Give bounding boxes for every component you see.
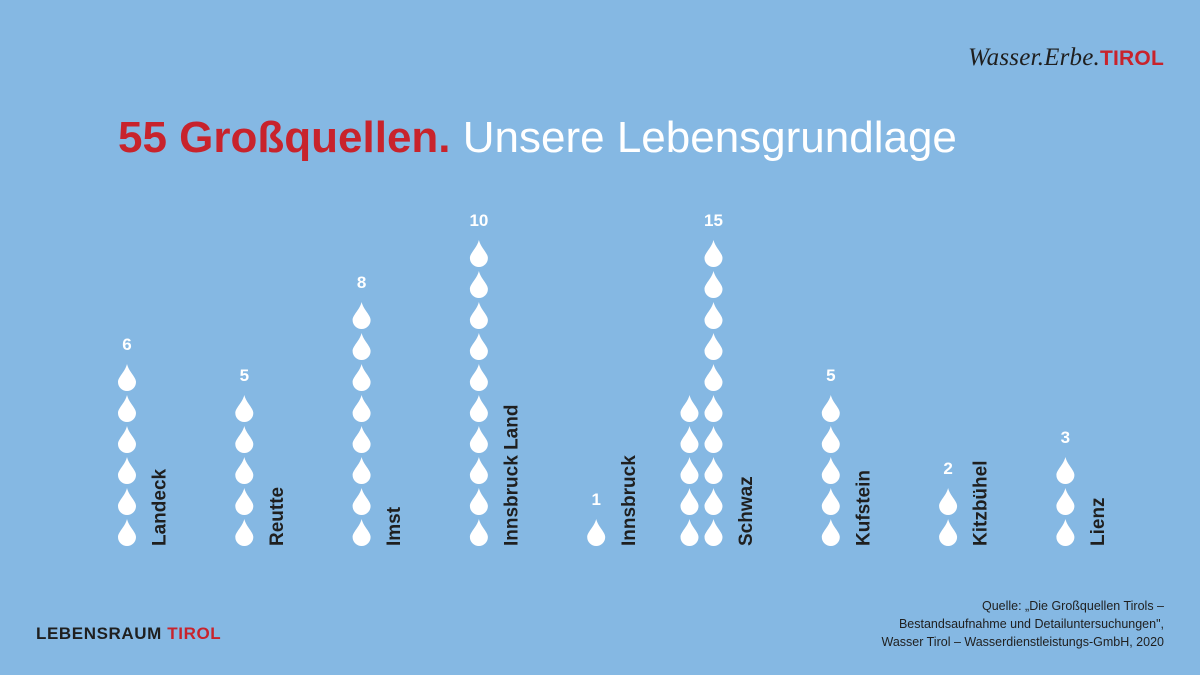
water-drop-icon: [821, 395, 840, 422]
water-drop-icon: [352, 302, 371, 329]
district-column: 15 Schwaz: [680, 211, 757, 546]
brand-highlight: TIROL: [1100, 47, 1164, 70]
category-label: Kufstein: [853, 470, 874, 546]
category-label: Imst: [384, 506, 405, 546]
category-label: Reutte: [267, 487, 288, 546]
water-drop-icon: [704, 395, 723, 422]
source-note: Quelle: „Die Großquellen Tirols – Bestan…: [881, 597, 1164, 651]
value-label: 2: [943, 459, 952, 478]
water-drop-icon: [352, 364, 371, 392]
water-drop-icon: [704, 488, 723, 515]
water-drop-icon: [680, 488, 699, 515]
footer-brand-highlight: TIROL: [167, 624, 222, 643]
water-drop-icon: [680, 395, 699, 422]
district-column: 10 Innsbruck Land: [469, 211, 523, 546]
footer-brand-prefix: LEBENSRAUM: [36, 624, 168, 643]
water-drop-icon: [235, 488, 254, 515]
water-drop-icon: [704, 302, 723, 329]
district-column: 3 Lienz: [1056, 428, 1109, 546]
category-label: Kitzbühel: [971, 461, 992, 547]
water-drop-icon: [821, 426, 840, 453]
water-drop-icon: [680, 519, 699, 546]
district-column: 6 Landeck: [118, 335, 171, 546]
title-highlight: 55 Großquellen.: [118, 113, 451, 162]
district-column: 1 Innsbruck: [587, 455, 640, 546]
water-drop-icon: [118, 364, 136, 391]
category-label: Innsbruck Land: [502, 405, 523, 546]
water-drop-icon: [680, 426, 699, 453]
brand-prefix: Wasser.Erbe.: [967, 44, 1100, 71]
water-drop-icon: [939, 488, 958, 515]
source-line-1: Quelle: „Die Großquellen Tirols –: [981, 599, 1164, 613]
district-column: 8 Imst: [352, 273, 405, 546]
brand-logo-bottom: LEBENSRAUM TIROL: [36, 624, 221, 644]
water-drop-icon: [352, 519, 371, 546]
water-drop-icon: [352, 426, 371, 453]
value-label: 5: [240, 366, 249, 385]
water-drop-icon: [235, 426, 254, 453]
water-drop-icon: [704, 364, 723, 392]
water-drop-icon: [469, 364, 488, 392]
title-rest: Unsere Lebensgrundlage: [462, 113, 957, 162]
value-label: 5: [826, 366, 835, 385]
source-line-3: Wasser Tirol – Wasserdienstleistungs-Gmb…: [881, 635, 1164, 649]
water-drop-icon: [704, 519, 723, 546]
water-drop-icon: [469, 395, 488, 422]
source-line-2: Bestandsaufnahme und Detailuntersuchunge…: [898, 617, 1164, 631]
value-label: 10: [469, 211, 488, 230]
water-drop-icon: [821, 519, 840, 546]
water-drop-icon: [352, 457, 371, 484]
category-label: Schwaz: [736, 476, 757, 546]
water-drop-icon: [821, 457, 840, 484]
water-drop-icon: [469, 271, 488, 298]
brand-logo-top: Wasser.Erbe.TIROL: [968, 44, 1164, 72]
water-drop-icon: [352, 395, 371, 422]
water-drop-icon: [704, 240, 723, 267]
water-drop-icon: [704, 426, 723, 453]
water-drop-icon: [469, 302, 488, 329]
water-drop-icon: [469, 240, 488, 267]
value-label: 3: [1061, 428, 1070, 447]
water-drop-icon: [469, 426, 488, 453]
value-label: 15: [704, 211, 723, 230]
water-drop-icon: [235, 457, 254, 484]
value-label: 6: [122, 335, 131, 354]
value-label: 8: [357, 273, 366, 292]
water-drop-icon: [118, 519, 136, 546]
district-column: 5 Reutte: [235, 366, 288, 546]
water-drop-icon: [680, 457, 699, 484]
water-drop-icon: [587, 519, 606, 546]
category-label: Lienz: [1088, 497, 1109, 546]
water-drop-icon: [1056, 519, 1075, 546]
water-drop-icon: [118, 426, 136, 453]
category-label: Innsbruck: [619, 455, 640, 546]
water-drop-icon: [469, 488, 488, 515]
water-drop-icon: [235, 395, 254, 422]
water-drop-icon: [118, 395, 136, 422]
water-drop-icon: [1056, 488, 1075, 515]
district-column: 2 Kitzbühel: [939, 459, 992, 546]
water-drop-icon: [939, 519, 958, 546]
water-drop-icon: [704, 457, 723, 484]
water-drop-icon: [469, 519, 488, 546]
water-drop-icon: [469, 457, 488, 484]
water-drop-icon: [469, 333, 488, 360]
water-drop-icon: [235, 519, 254, 546]
district-column: 5 Kufstein: [821, 366, 874, 546]
water-drop-icon: [118, 457, 136, 484]
page-title: 55 Großquellen. Unsere Lebensgrundlage: [118, 116, 957, 160]
category-label: Landeck: [150, 468, 171, 546]
water-drop-icon: [1056, 457, 1075, 484]
water-drop-icon: [352, 333, 371, 360]
water-drop-icon: [118, 488, 136, 515]
water-drop-icon: [352, 488, 371, 515]
value-label: 1: [591, 490, 600, 509]
water-drop-icon: [704, 271, 723, 298]
water-drop-icon: [704, 333, 723, 360]
water-drop-icon: [821, 488, 840, 515]
